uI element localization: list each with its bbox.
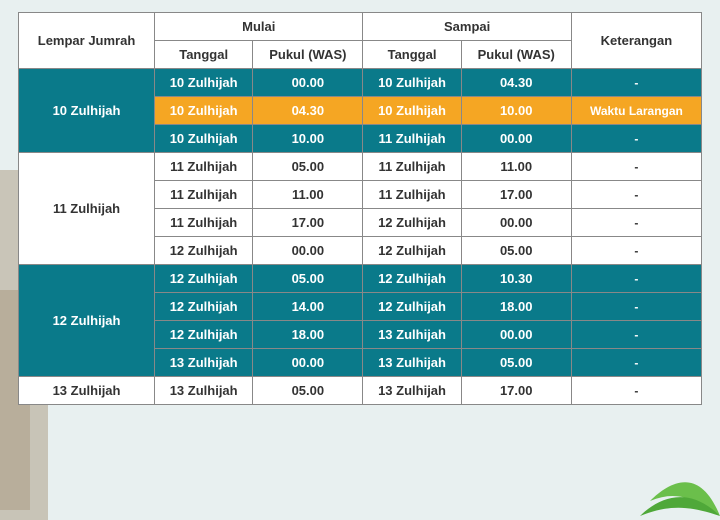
cell-sampai-tanggal: 13 Zulhijah bbox=[363, 349, 461, 377]
cell-mulai-pukul: 04.30 bbox=[253, 97, 363, 125]
cell-sampai-pukul: 00.00 bbox=[461, 321, 571, 349]
cell-mulai-pukul: 00.00 bbox=[253, 69, 363, 97]
cell-sampai-tanggal: 12 Zulhijah bbox=[363, 293, 461, 321]
cell-sampai-pukul: 10.30 bbox=[461, 265, 571, 293]
group-label: 13 Zulhijah bbox=[19, 377, 155, 405]
cell-sampai-tanggal: 13 Zulhijah bbox=[363, 377, 461, 405]
cell-keterangan: - bbox=[571, 265, 701, 293]
table-row: 11 Zulhijah11 Zulhijah05.0011 Zulhijah11… bbox=[19, 153, 702, 181]
cell-sampai-tanggal: 10 Zulhijah bbox=[363, 97, 461, 125]
cell-sampai-tanggal: 13 Zulhijah bbox=[363, 321, 461, 349]
cell-mulai-pukul: 14.00 bbox=[253, 293, 363, 321]
cell-mulai-tanggal: 12 Zulhijah bbox=[155, 237, 253, 265]
cell-mulai-tanggal: 13 Zulhijah bbox=[155, 377, 253, 405]
cell-mulai-pukul: 05.00 bbox=[253, 377, 363, 405]
cell-keterangan: - bbox=[571, 125, 701, 153]
cell-mulai-pukul: 17.00 bbox=[253, 209, 363, 237]
cell-mulai-pukul: 00.00 bbox=[253, 349, 363, 377]
cell-sampai-tanggal: 11 Zulhijah bbox=[363, 181, 461, 209]
table-row: 13 Zulhijah13 Zulhijah05.0013 Zulhijah17… bbox=[19, 377, 702, 405]
cell-mulai-pukul: 05.00 bbox=[253, 265, 363, 293]
cell-keterangan: - bbox=[571, 209, 701, 237]
cell-mulai-tanggal: 13 Zulhijah bbox=[155, 349, 253, 377]
cell-mulai-tanggal: 11 Zulhijah bbox=[155, 153, 253, 181]
cell-mulai-pukul: 18.00 bbox=[253, 321, 363, 349]
col-mulai: Mulai bbox=[155, 13, 363, 41]
cell-keterangan: Waktu Larangan bbox=[571, 97, 701, 125]
cell-keterangan: - bbox=[571, 377, 701, 405]
group-label: 11 Zulhijah bbox=[19, 153, 155, 265]
cell-sampai-pukul: 00.00 bbox=[461, 125, 571, 153]
cell-mulai-pukul: 05.00 bbox=[253, 153, 363, 181]
cell-sampai-pukul: 17.00 bbox=[461, 377, 571, 405]
cell-mulai-pukul: 11.00 bbox=[253, 181, 363, 209]
col-mulai-tanggal: Tanggal bbox=[155, 41, 253, 69]
cell-sampai-pukul: 05.00 bbox=[461, 237, 571, 265]
cell-mulai-tanggal: 12 Zulhijah bbox=[155, 265, 253, 293]
cell-keterangan: - bbox=[571, 181, 701, 209]
table-row: 12 Zulhijah12 Zulhijah05.0012 Zulhijah10… bbox=[19, 265, 702, 293]
col-sampai-pukul: Pukul (WAS) bbox=[461, 41, 571, 69]
group-label: 12 Zulhijah bbox=[19, 265, 155, 377]
cell-sampai-tanggal: 10 Zulhijah bbox=[363, 69, 461, 97]
cell-sampai-pukul: 00.00 bbox=[461, 209, 571, 237]
cell-mulai-tanggal: 10 Zulhijah bbox=[155, 125, 253, 153]
table-row: 10 Zulhijah10 Zulhijah00.0010 Zulhijah04… bbox=[19, 69, 702, 97]
cell-mulai-tanggal: 12 Zulhijah bbox=[155, 321, 253, 349]
cell-sampai-pukul: 17.00 bbox=[461, 181, 571, 209]
cell-mulai-pukul: 10.00 bbox=[253, 125, 363, 153]
cell-sampai-tanggal: 12 Zulhijah bbox=[363, 265, 461, 293]
cell-sampai-tanggal: 12 Zulhijah bbox=[363, 237, 461, 265]
col-sampai: Sampai bbox=[363, 13, 571, 41]
jumrah-schedule-table: Lempar Jumrah Mulai Sampai Keterangan Ta… bbox=[18, 12, 702, 405]
group-label: 10 Zulhijah bbox=[19, 69, 155, 153]
schedule-body: 10 Zulhijah10 Zulhijah00.0010 Zulhijah04… bbox=[19, 69, 702, 405]
cell-mulai-tanggal: 12 Zulhijah bbox=[155, 293, 253, 321]
cell-keterangan: - bbox=[571, 237, 701, 265]
cell-mulai-tanggal: 10 Zulhijah bbox=[155, 69, 253, 97]
cell-sampai-pukul: 18.00 bbox=[461, 293, 571, 321]
cell-keterangan: - bbox=[571, 69, 701, 97]
cell-sampai-tanggal: 11 Zulhijah bbox=[363, 153, 461, 181]
col-lempar-jumrah: Lempar Jumrah bbox=[19, 13, 155, 69]
cell-sampai-pukul: 11.00 bbox=[461, 153, 571, 181]
col-mulai-pukul: Pukul (WAS) bbox=[253, 41, 363, 69]
cell-sampai-tanggal: 12 Zulhijah bbox=[363, 209, 461, 237]
cell-keterangan: - bbox=[571, 293, 701, 321]
cell-mulai-tanggal: 11 Zulhijah bbox=[155, 209, 253, 237]
cell-mulai-pukul: 00.00 bbox=[253, 237, 363, 265]
cell-sampai-tanggal: 11 Zulhijah bbox=[363, 125, 461, 153]
cell-sampai-pukul: 04.30 bbox=[461, 69, 571, 97]
cell-mulai-tanggal: 10 Zulhijah bbox=[155, 97, 253, 125]
cell-sampai-pukul: 10.00 bbox=[461, 97, 571, 125]
cell-keterangan: - bbox=[571, 321, 701, 349]
cell-keterangan: - bbox=[571, 153, 701, 181]
cell-keterangan: - bbox=[571, 349, 701, 377]
cell-mulai-tanggal: 11 Zulhijah bbox=[155, 181, 253, 209]
col-sampai-tanggal: Tanggal bbox=[363, 41, 461, 69]
decor-leaf bbox=[630, 446, 720, 516]
cell-sampai-pukul: 05.00 bbox=[461, 349, 571, 377]
col-keterangan: Keterangan bbox=[571, 13, 701, 69]
